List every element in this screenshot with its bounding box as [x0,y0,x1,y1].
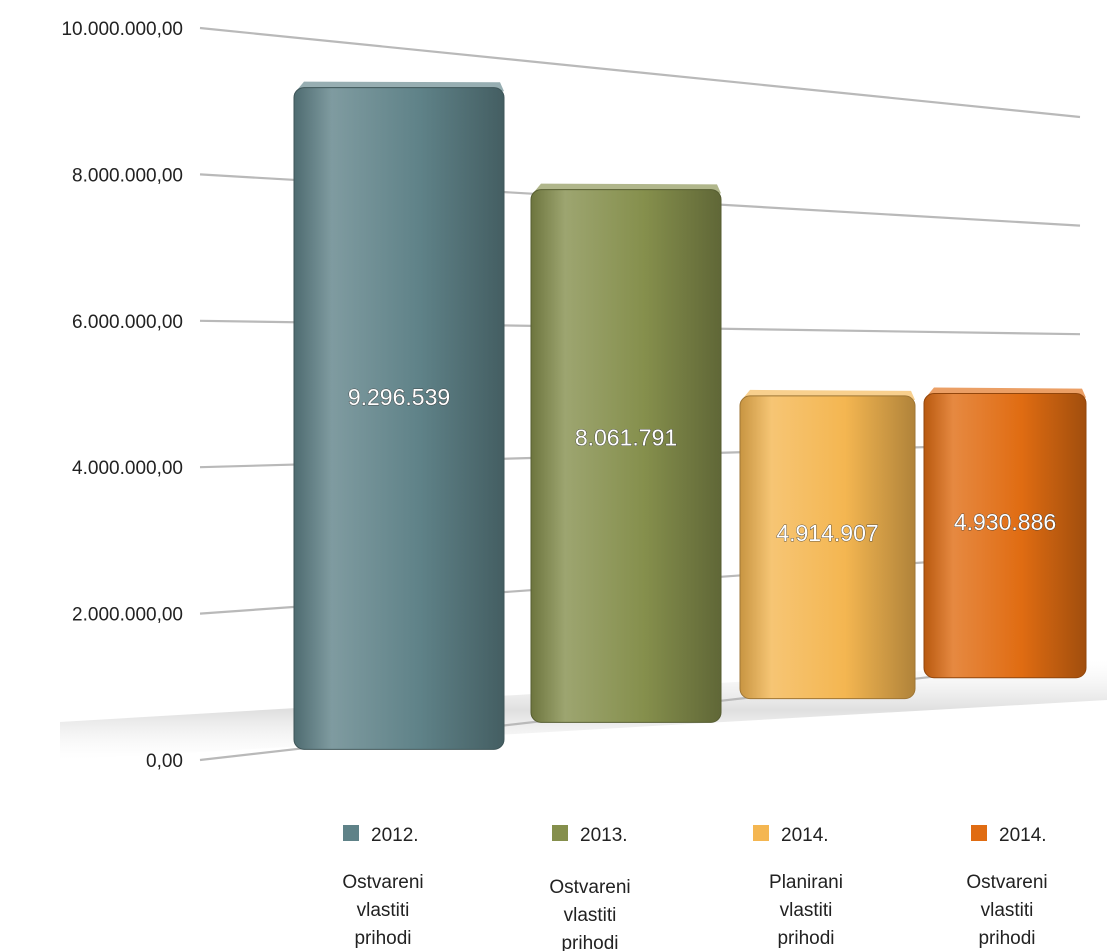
gridline [199,26,1081,119]
bar [530,189,722,723]
category-label: Ostvareni [966,872,1047,893]
category-label: prihodi [978,928,1035,949]
category-label: Planirani [769,872,843,893]
category-label: prihodi [354,928,411,949]
category-label: Ostvareni [549,877,630,898]
y-tick-label: 10.000.000,00 [61,19,183,40]
legend-label: 2012. [371,825,419,846]
y-tick-label: 8.000.000,00 [72,165,183,186]
y-tick-label: 2.000.000,00 [72,605,183,626]
bar-group [923,387,1087,679]
legend-swatch [753,825,769,841]
category-label: vlastiti [780,900,833,921]
legend-label: 2014. [999,825,1047,846]
bar [293,87,505,750]
data-label: 4.914.907 [776,520,878,546]
bar-group [530,183,722,723]
y-tick-label: 0,00 [146,751,183,772]
bar [923,392,1087,679]
category-label: vlastiti [981,900,1034,921]
y-axis: 0,00 2.000.000,00 4.000.000,00 6.000.000,00… [61,19,183,772]
legend: 2012. Ostvareni vlastiti prihodi 2013. Ostvar… [342,825,1048,951]
legend-swatch [971,825,987,841]
data-labels: 9.296.539 8.061.791 4.914.907 4.930.886 [347,384,1056,547]
category-label: Ostvareni [342,872,423,893]
bar-group [293,81,505,750]
legend-label: 2014. [781,825,829,846]
category-label: vlastiti [357,900,410,921]
category-label: vlastiti [564,905,617,926]
legend-swatch [343,825,359,841]
legend-swatch [552,825,568,841]
bar [739,395,916,700]
bar-group [739,389,916,700]
data-label: 9.296.539 [348,384,450,410]
bars [293,81,1087,750]
y-tick-label: 6.000.000,00 [72,312,183,333]
category-label: prihodi [561,933,618,951]
y-tick-label: 4.000.000,00 [72,458,183,479]
data-label: 4.930.886 [954,509,1056,535]
legend-label: 2013. [580,825,628,846]
data-label: 8.061.791 [575,424,677,450]
category-label: prihodi [777,928,834,949]
